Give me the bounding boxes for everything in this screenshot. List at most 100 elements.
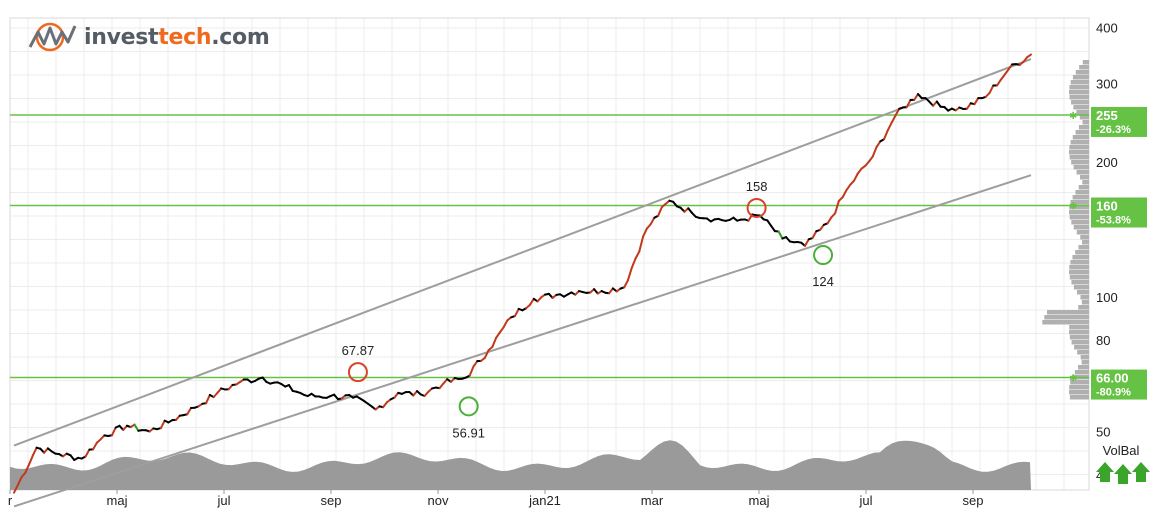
profile-bar — [1077, 350, 1089, 355]
price-segment — [884, 130, 888, 139]
pivot-circle — [748, 199, 766, 217]
profile-bar — [1047, 310, 1089, 315]
profile-bar — [1073, 195, 1089, 200]
profile-bar — [1069, 330, 1089, 335]
pivot-label: 67.87 — [342, 343, 375, 358]
price-segment — [161, 421, 165, 428]
price-segment — [914, 94, 918, 100]
profile-bar — [1076, 130, 1089, 135]
level-pct: -26.3% — [1096, 124, 1131, 136]
volume-balance: VolBal — [1096, 443, 1150, 484]
profile-bar — [1071, 280, 1089, 285]
profile-bar — [1079, 65, 1089, 70]
x-tick-label: nov — [428, 493, 449, 508]
level-value: 66.00 — [1096, 371, 1129, 386]
price-segment — [990, 85, 994, 92]
price-segment — [888, 123, 892, 130]
level-pct: -80.9% — [1096, 387, 1131, 399]
profile-bar — [1070, 95, 1089, 100]
profile-bar — [1071, 80, 1089, 85]
brand-logo: investtech.com — [28, 22, 269, 52]
profile-bar — [1070, 275, 1089, 280]
pivot-circle — [814, 246, 832, 264]
y-tick-label: 400 — [1096, 20, 1118, 35]
profile-bar — [1070, 335, 1089, 340]
profile-bar — [1078, 305, 1089, 310]
profile-bar — [1042, 320, 1089, 325]
profile-bar — [1080, 175, 1089, 180]
profile-bar — [1070, 215, 1089, 220]
volbal-label: VolBal — [1103, 443, 1140, 458]
profile-bar — [1071, 160, 1089, 165]
level-star-icon: ✱ — [1069, 202, 1077, 213]
x-tick-label: jan21 — [528, 493, 561, 508]
profile-bar — [1073, 135, 1089, 140]
trend-channel — [14, 59, 1031, 506]
price-segment — [877, 141, 881, 147]
profile-bar — [1078, 365, 1089, 370]
profile-bar — [1081, 355, 1089, 360]
volume-area — [10, 440, 1031, 490]
price-segment — [639, 237, 643, 252]
profile-bar — [1080, 295, 1089, 300]
up-arrow-icon — [1114, 464, 1132, 484]
y-axis: 405080100200300400 — [1096, 20, 1118, 482]
y-tick-label: 50 — [1096, 424, 1110, 439]
profile-bar — [1082, 300, 1089, 305]
x-tick-label: mar — [641, 493, 664, 508]
level-star-icon: ✱ — [1069, 111, 1077, 122]
profile-bar — [1072, 340, 1089, 345]
profile-bar — [1074, 345, 1089, 350]
price-segment — [628, 268, 632, 280]
profile-bar — [1070, 395, 1089, 400]
x-tick-label: maj — [749, 493, 770, 508]
x-tick-label: sep — [963, 493, 984, 508]
up-arrow-icon — [1132, 462, 1150, 482]
profile-bar — [1069, 385, 1089, 390]
profile-bar — [1073, 105, 1089, 110]
y-tick-label: 100 — [1096, 290, 1118, 305]
level-value: 160 — [1096, 199, 1118, 214]
price-segment — [805, 239, 809, 246]
x-tick-label: sep — [321, 493, 342, 508]
profile-bar — [1079, 185, 1089, 190]
y-tick-label: 300 — [1096, 76, 1118, 91]
profile-bar — [1070, 155, 1089, 160]
profile-bar — [1071, 220, 1089, 225]
price-segment — [492, 338, 496, 347]
profile-bar — [1083, 120, 1089, 125]
price-segment — [828, 217, 832, 223]
profile-bar — [1077, 230, 1089, 235]
pivot-label: 56.91 — [452, 425, 485, 440]
profile-bar — [1077, 170, 1089, 175]
x-tick-label: jul — [216, 493, 230, 508]
price-segment — [658, 207, 662, 216]
y-tick-label: 80 — [1096, 333, 1110, 348]
price-segment — [651, 218, 655, 225]
profile-bar — [1074, 225, 1089, 230]
price-segment — [1027, 55, 1031, 58]
profile-bar — [1079, 125, 1089, 130]
support-lines — [10, 115, 1089, 378]
wave-logo-icon — [28, 22, 78, 52]
price-series — [14, 55, 1031, 493]
profile-bar — [1078, 245, 1089, 250]
pivot-circle — [460, 397, 478, 415]
level-pct: -53.8% — [1096, 215, 1131, 227]
profile-bar — [1069, 145, 1089, 150]
price-segment — [206, 395, 210, 403]
profile-bar — [1073, 75, 1089, 80]
y-tick-label: 200 — [1096, 155, 1118, 170]
volume-profile — [1042, 60, 1089, 400]
brand-name: investtech.com — [84, 25, 269, 50]
profile-bar — [1044, 315, 1089, 320]
x-tick-label: maj — [107, 493, 128, 508]
profile-bar — [1082, 180, 1089, 185]
price-segment — [854, 174, 858, 181]
price-segment — [636, 252, 640, 259]
price-segment — [843, 190, 847, 197]
profile-bar — [1071, 140, 1089, 145]
